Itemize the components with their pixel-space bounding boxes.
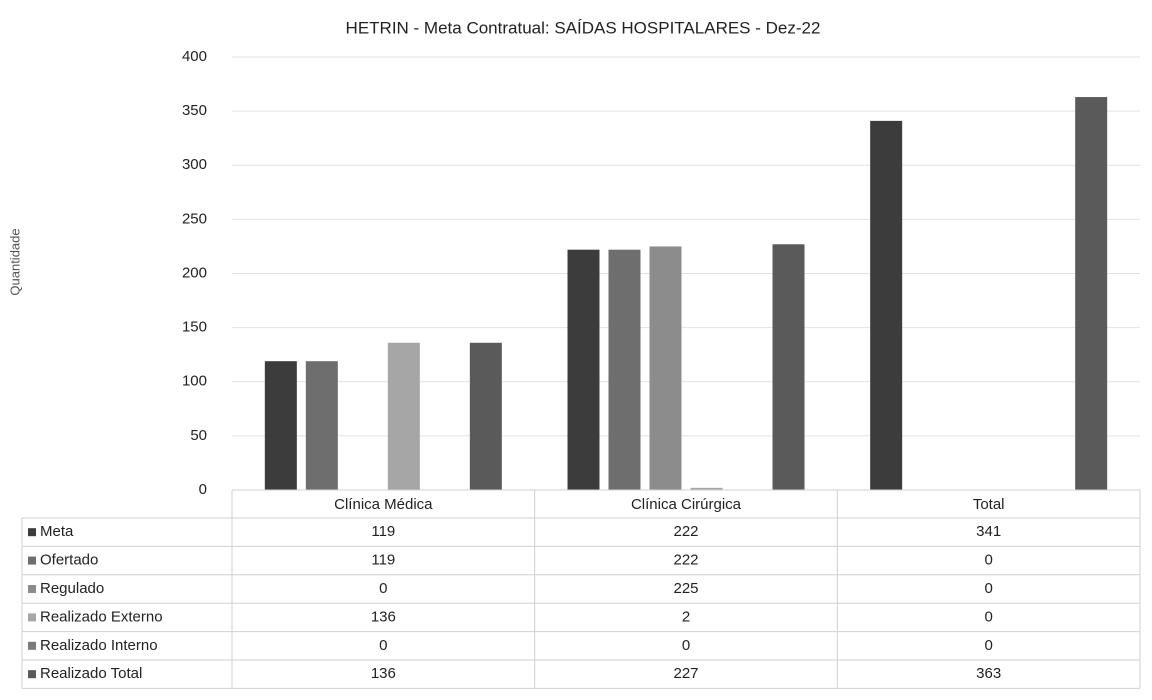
y-tick-label: 350: [182, 102, 207, 119]
table-cell: 0: [984, 608, 992, 625]
legend-swatch: [28, 641, 36, 650]
y-axis-label: Quantidade: [7, 228, 22, 295]
bar: [305, 361, 338, 490]
y-tick-label: 0: [199, 481, 207, 498]
legend-label: Realizado Interno: [40, 637, 158, 654]
bar: [690, 487, 723, 490]
legend-swatch: [28, 556, 36, 565]
y-tick-label: 150: [182, 319, 207, 336]
table-cell: 363: [976, 665, 1001, 682]
table-cell: 222: [673, 523, 698, 540]
table-cell: 0: [984, 637, 992, 654]
y-tick-label: 50: [190, 427, 207, 444]
legend-swatch: [28, 585, 36, 593]
bar: [649, 246, 682, 490]
table-header: Total: [973, 496, 1005, 513]
bar: [870, 120, 903, 491]
y-tick-label: 250: [182, 210, 207, 227]
table-cell: 0: [682, 637, 690, 654]
table-cell: 222: [673, 552, 698, 569]
bar: [264, 361, 297, 490]
table-cell: 0: [379, 637, 387, 654]
y-tick-label: 100: [182, 373, 207, 390]
table-cell: 227: [673, 665, 698, 682]
y-tick-label: 300: [182, 156, 207, 173]
table-cell: 0: [984, 552, 992, 569]
bar: [1075, 97, 1108, 491]
table-cell: 119: [371, 552, 395, 569]
table-cell: 119: [371, 523, 395, 540]
table-cell: 136: [371, 665, 396, 682]
legend-swatch: [28, 670, 36, 679]
y-tick-label: 200: [182, 264, 207, 281]
table-cell: 341: [976, 523, 1001, 540]
legend-label: Realizado Total: [40, 665, 142, 682]
table-cell: 0: [379, 580, 387, 597]
legend-label: Meta: [40, 523, 74, 540]
bar: [567, 249, 600, 490]
table-header: Clínica Cirúrgica: [631, 496, 742, 513]
table-header: Clínica Médica: [334, 496, 433, 513]
table-cell: 225: [673, 580, 698, 597]
legend-label: Ofertado: [40, 552, 98, 569]
legend-label: Regulado: [40, 580, 104, 597]
bar: [608, 249, 641, 490]
legend-label: Realizado Externo: [40, 608, 163, 625]
chart-title: HETRIN - Meta Contratual: SAÍDAS HOSPITA…: [346, 18, 821, 37]
table-cell: 136: [371, 608, 396, 625]
table-cell: 0: [984, 580, 992, 597]
bar: [772, 244, 805, 490]
legend-swatch: [28, 613, 36, 622]
legend-swatch: [28, 528, 36, 537]
table-cell: 2: [682, 608, 690, 625]
bar: [469, 342, 502, 490]
bar: [387, 342, 420, 490]
y-tick-label: 400: [182, 48, 207, 65]
